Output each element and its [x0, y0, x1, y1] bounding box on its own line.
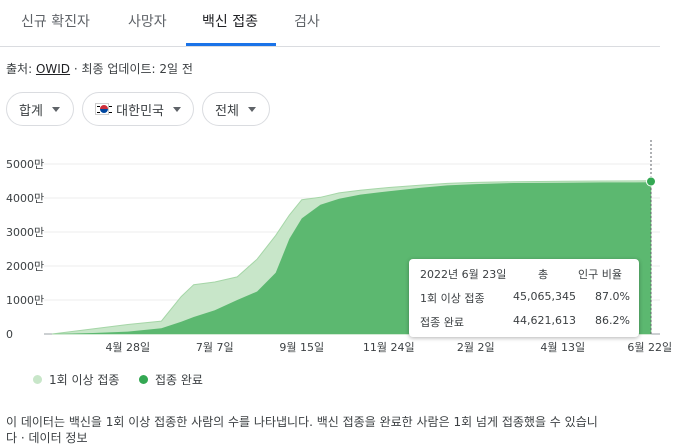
y-tick-label: 1000만 [6, 294, 44, 307]
legend-label: 1회 이상 접종 [49, 373, 120, 387]
x-tick-label: 2월 2일 [457, 340, 495, 354]
tooltip-row-ratio: 87.0% [595, 290, 630, 303]
tab-deaths[interactable]: 사망자 [128, 14, 167, 30]
korea-flag-icon [95, 103, 112, 115]
description-more[interactable]: 다 · 데이터 정보 [6, 431, 88, 445]
legend-item-fully-vaccinated[interactable]: 접종 완료 [139, 371, 203, 388]
country-dropdown[interactable]: 대한민국 [82, 92, 194, 126]
x-tick-label: 9월 15일 [279, 340, 324, 354]
hover-point [646, 176, 656, 187]
population-value: 전체 [215, 103, 239, 119]
x-tick-label: 4월 13일 [540, 340, 585, 354]
x-tick-label: 6월 22일 [627, 340, 672, 354]
tooltip-col-total: 총 [538, 268, 549, 281]
tooltip-row-label: 1회 이상 접종 [420, 292, 485, 305]
tab-bar: 신규 확진자 사망자 백신 접종 검사 [0, 0, 660, 47]
y-tick-label: 5000만 [6, 158, 44, 171]
tab-new-cases[interactable]: 신규 확진자 [21, 14, 90, 30]
description-text: 이 데이터는 백신을 1회 이상 접종한 사람의 수를 나타냅니다. 백신 접종… [6, 415, 598, 429]
legend-dot-icon [33, 375, 42, 384]
legend-item-first-dose[interactable]: 1회 이상 접종 [33, 371, 119, 388]
y-tick-label: 0 [6, 328, 13, 341]
y-tick-label: 3000만 [6, 226, 44, 239]
aggregate-value: 합계 [19, 103, 43, 119]
country-value: 대한민국 [116, 103, 164, 119]
chevron-down-icon [247, 106, 256, 112]
last-updated: · 최종 업데이트: 2일 전 [70, 62, 193, 76]
legend-dot-icon [139, 375, 148, 384]
tooltip-row-ratio: 86.2% [595, 314, 630, 327]
aggregate-dropdown[interactable]: 합계 [6, 92, 74, 126]
x-tick-label: 7월 7일 [196, 340, 234, 354]
y-tick-label: 4000만 [6, 192, 44, 205]
active-tab-indicator [186, 43, 276, 46]
data-description: 이 데이터는 백신을 1회 이상 접종한 사람의 수를 나타냅니다. 백신 접종… [6, 414, 646, 446]
chevron-down-icon [173, 106, 181, 112]
source-line: 출처: OWID · 최종 업데이트: 2일 전 [6, 60, 193, 77]
source-prefix: 출처: [6, 62, 36, 76]
source-link[interactable]: OWID [35, 62, 71, 76]
y-tick-label: 2000만 [6, 260, 44, 273]
chart-tooltip: 2022년 6월 23일 총 인구 비율 1회 이상 접종 45,065,345… [409, 259, 639, 337]
tooltip-row-label: 접종 완료 [420, 316, 464, 329]
x-tick-label: 11월 24일 [363, 340, 415, 354]
tab-vaccinations[interactable]: 백신 접종 [202, 14, 258, 30]
tooltip-date: 2022년 6월 23일 [420, 268, 507, 281]
legend-label: 접종 완료 [155, 373, 203, 387]
chevron-down-icon [51, 106, 60, 112]
tab-tests[interactable]: 검사 [294, 14, 320, 30]
x-tick-label: 4월 28일 [105, 340, 150, 354]
population-dropdown[interactable]: 전체 [202, 92, 270, 126]
tooltip-row-total: 45,065,345 [513, 290, 576, 303]
tooltip-col-ratio: 인구 비율 [578, 268, 622, 281]
tooltip-row-total: 44,621,613 [513, 314, 576, 327]
